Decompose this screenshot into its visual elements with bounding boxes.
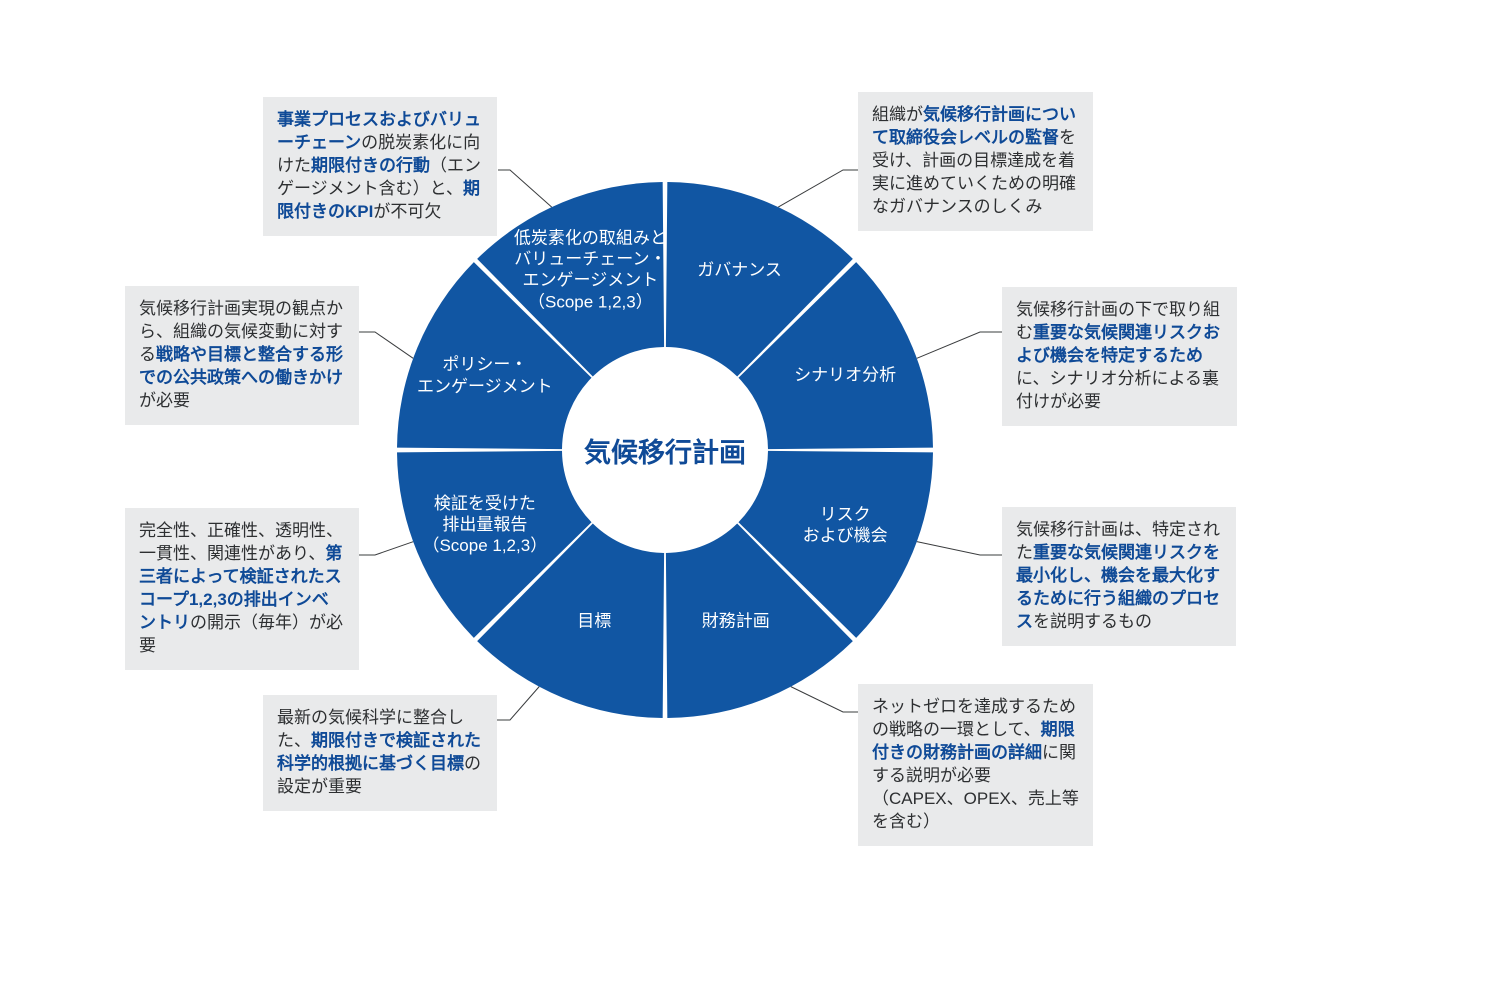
callout-scenario: 気候移行計画の下で取り組む重要な気候関連リスクおよび機会を特定するために、シナリ… [1002,287,1237,426]
leader-emissions [359,542,413,555]
leader-policy [359,332,413,358]
callout-risk-opportunity: 気候移行計画は、特定された重要な気候関連リスクを最小化し、機会を最大化するために… [1002,507,1236,646]
leader-scenario [917,332,1002,358]
diagram-stage: 気候移行計画 ガバナンスシナリオ分析リスクおよび機会財務計画目標検証を受けた排出… [0,0,1500,1000]
leader-governance [778,170,858,207]
donut-svg [0,0,1500,1000]
center-title: 気候移行計画 [562,431,768,470]
callout-governance: 組織が気候移行計画について取締役会レベルの監督を受け、計画の目標達成を着実に進め… [858,92,1093,231]
leader-targets [497,687,539,720]
leader-finance [791,687,858,712]
callout-targets: 最新の気候科学に整合した、期限付きで検証された科学的根拠に基づく目標の設定が重要 [263,695,497,811]
callout-emissions: 完全性、正確性、透明性、一貫性、関連性があり、第三者によって検証されたスコープ1… [125,508,359,670]
callout-policy: 気候移行計画実現の観点から、組織の気候変動に対する戦略や目標と整合する形での公共… [125,286,359,425]
callout-finance: ネットゼロを達成するための戦略の一環として、期限付きの財務計画の詳細に関する説明… [858,684,1093,846]
leader-decarb [498,170,552,207]
leader-risk-opportunity [917,542,1002,555]
callout-decarb: 事業プロセスおよびバリューチェーンの脱炭素化に向けた期限付きの行動（エンゲージメ… [263,97,497,236]
